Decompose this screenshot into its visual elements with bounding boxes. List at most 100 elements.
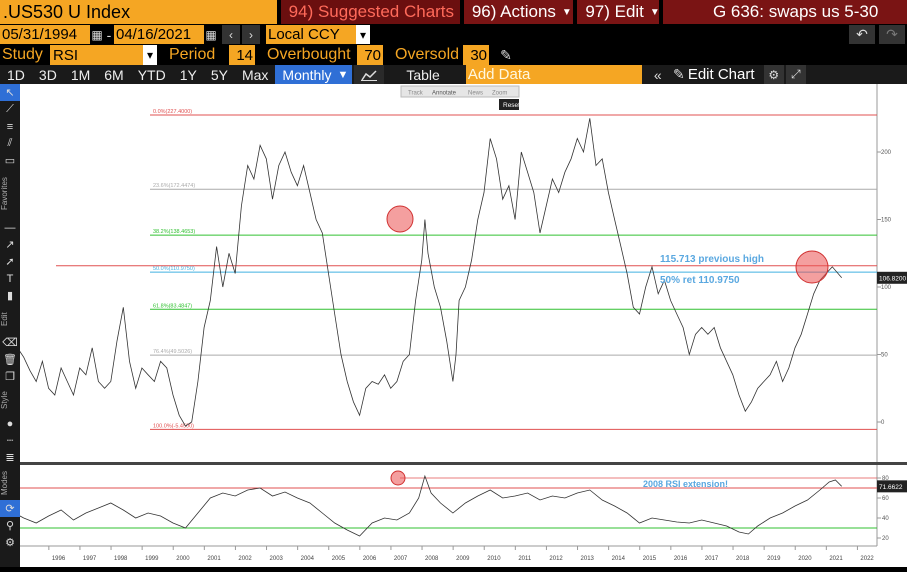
price-line <box>4 118 843 427</box>
forward-icon[interactable]: › <box>242 25 260 44</box>
pencil-icon[interactable]: ✎ <box>672 66 685 82</box>
suggested-charts-button[interactable]: 94) Suggested Charts <box>280 0 460 24</box>
fib-label: 61.8%(83.4847) <box>153 303 192 309</box>
chevron-down-icon: ▼ <box>337 68 349 81</box>
end-date-input[interactable]: 04/16/2021 <box>114 25 204 44</box>
x-tick-label: 2012 <box>549 556 563 562</box>
calendar-icon[interactable]: ▦ <box>205 27 217 42</box>
line-tool-icon[interactable]: ⟋ <box>6 103 14 115</box>
collapse-icon[interactable]: « <box>653 66 662 83</box>
undo-icon[interactable]: ↶ <box>849 25 875 44</box>
chevron-down-icon[interactable]: ▾ <box>143 45 157 65</box>
x-tick-label: 2007 <box>394 556 408 562</box>
frequency-label: Monthly <box>282 66 332 83</box>
cursor-icon[interactable]: ↖ <box>0 84 20 101</box>
y-tick-label: 0 <box>881 420 885 426</box>
reset-button[interactable]: Reset <box>503 102 520 109</box>
rsi-panel <box>20 465 907 546</box>
study-select[interactable]: RSI <box>50 45 143 65</box>
arrow-tool-icon[interactable]: ➚ <box>5 256 15 268</box>
color-icon[interactable]: ● <box>6 417 14 430</box>
horizontal-line-icon[interactable]: — <box>4 221 16 234</box>
drawing-toolbar: ↖ ⟋ ≡ ⫽ ▭ Favorites — ↗ ➚ T ▮ Edit ⌫ 🗑 ❐… <box>0 84 20 567</box>
tab-5y[interactable]: 5Y <box>210 66 228 83</box>
tab-3d[interactable]: 3D <box>38 66 57 83</box>
overbought-input[interactable]: 70 <box>357 45 383 65</box>
edit-chart-button[interactable]: Edit Chart <box>687 66 755 83</box>
rectangle-tool-icon[interactable]: ▭ <box>4 155 16 167</box>
period-input[interactable]: 14 <box>229 45 255 65</box>
oversold-input[interactable]: 30 <box>463 45 489 65</box>
frequency-select[interactable]: Monthly ▼ <box>275 65 353 84</box>
x-tick-label: 2001 <box>207 556 221 562</box>
copy-icon[interactable]: ❐ <box>5 371 15 383</box>
actions-menu[interactable]: 96) Actions ▼ <box>463 0 574 24</box>
x-tick-label: 2010 <box>487 556 501 562</box>
mode-icon[interactable]: ⟳ <box>0 500 20 517</box>
x-tick-label: 2019 <box>767 556 781 562</box>
zoom-button[interactable]: Zoom <box>492 91 507 97</box>
fib-label: 100.0%(-5.4500) <box>153 423 194 429</box>
period-label: Period <box>169 46 216 63</box>
highlight-icon[interactable]: ▮ <box>6 290 14 302</box>
rsi-y-tick-label: 60 <box>882 496 889 502</box>
date-bar: 05/31/1994 ▦ - 04/16/2021 ▦ ‹ › Local CC… <box>0 25 907 44</box>
line-weight-icon[interactable]: ≣ <box>5 452 15 464</box>
panel-divider[interactable] <box>20 462 907 465</box>
x-tick-label: 2018 <box>736 556 750 562</box>
rsi-highlight-circle <box>390 470 406 486</box>
study-label: Study <box>2 46 43 63</box>
fibonacci-icon[interactable]: ≡ <box>6 120 14 133</box>
add-data-input[interactable]: Add Data <box>465 65 642 84</box>
tab-ytd[interactable]: YTD <box>137 66 166 83</box>
fib-label: 23.6%(172.4474) <box>153 183 195 189</box>
line-chart-icon[interactable] <box>354 65 385 84</box>
news-button[interactable]: News <box>468 91 483 97</box>
rsi-last-value-label: 71.6622 <box>879 484 903 491</box>
chevron-down-icon[interactable]: ▾ <box>356 25 370 44</box>
toolbar: 1D 3D 1M 6M YTD 1Y 5Y Max Monthly ▼ Table… <box>0 65 907 84</box>
trash-icon[interactable]: 🗑 <box>3 354 17 366</box>
table-button[interactable]: Table <box>406 66 440 83</box>
annotation-50-ret: 50% ret 110.9750 <box>660 275 740 286</box>
gear-icon[interactable]: ⚙ <box>5 537 15 549</box>
track-button[interactable]: Track <box>408 91 424 97</box>
redo-icon[interactable]: ↷ <box>879 25 905 44</box>
tab-1d[interactable]: 1D <box>7 66 25 83</box>
settings-icon[interactable]: ⚙ <box>763 65 784 84</box>
x-tick-label: 2004 <box>301 556 315 562</box>
highlight-circle-2021 <box>795 250 829 284</box>
fib-label: 38.2%(138.4653) <box>153 229 195 235</box>
start-date-input[interactable]: 05/31/1994 <box>0 25 90 44</box>
graph-title: G 636: swaps us 5-30 <box>662 0 907 24</box>
eraser-icon[interactable]: ⌫ <box>2 337 18 349</box>
back-icon[interactable]: ‹ <box>222 25 240 44</box>
trend-icon[interactable]: ↗ <box>5 239 15 251</box>
x-tick-label: 2022 <box>860 556 874 562</box>
pencil-icon[interactable]: ✎ <box>500 46 512 63</box>
ticker-field[interactable]: .US530 U Index <box>0 0 277 24</box>
chart-area[interactable]: 0.0%(227.4000) 23.6%(172.4474) 38.2%(138.4… <box>4 84 907 567</box>
rsi-line <box>4 474 842 537</box>
channel-icon[interactable]: ⫽ <box>7 137 13 149</box>
tab-1m[interactable]: 1M <box>70 66 91 83</box>
chart-canvas[interactable]: 0.0%(227.4000) 23.6%(172.4474) 38.2%(138.4… <box>4 84 907 567</box>
currency-select[interactable]: Local CCY <box>266 25 356 44</box>
x-tick-label: 2009 <box>456 556 470 562</box>
line-style-icon[interactable]: ┄ <box>6 435 14 447</box>
text-tool-icon[interactable]: T <box>6 272 14 285</box>
edit-menu[interactable]: 97) Edit ▼ <box>577 0 659 24</box>
rsi-y-tick-label: 80 <box>882 476 889 482</box>
tab-6m[interactable]: 6M <box>104 66 124 83</box>
rsi-last-value-box <box>877 480 907 493</box>
title-bar: .US530 U Index 94) Suggested Charts 96) … <box>0 0 907 24</box>
lock-icon[interactable]: ⚲ <box>5 520 15 532</box>
tab-1y[interactable]: 1Y <box>179 66 197 83</box>
actions-label: 96) Actions <box>471 2 556 21</box>
rsi-y-tick-label: 20 <box>882 536 889 542</box>
calendar-icon[interactable]: ▦ <box>91 27 103 42</box>
tab-max[interactable]: Max <box>241 66 269 83</box>
expand-icon[interactable]: ⤢ <box>785 65 806 84</box>
annotate-button[interactable]: Annotate <box>432 91 457 97</box>
highlight-circle-2008 <box>386 205 414 233</box>
